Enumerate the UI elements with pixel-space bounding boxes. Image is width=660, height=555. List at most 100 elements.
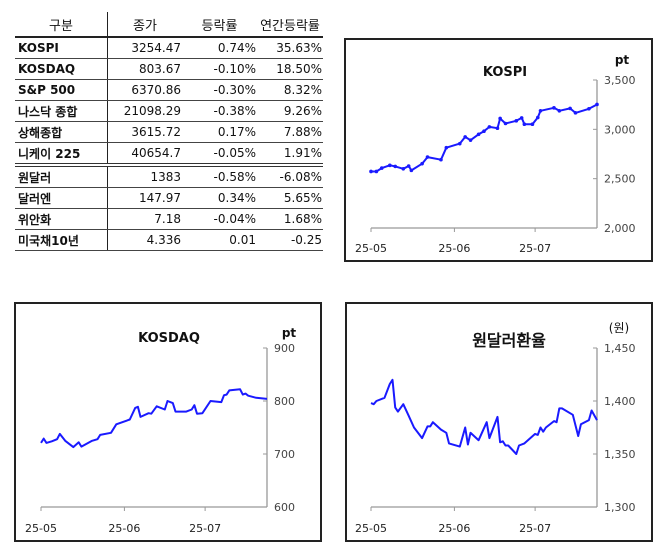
data-point: [498, 116, 502, 121]
row-ytd-change: 7.88%: [257, 121, 323, 143]
row-ytd-change: -0.25: [257, 229, 323, 251]
table-row: 상해종합 3615.72 0.17% 7.88%: [15, 121, 323, 143]
table-row: S&P 500 6370.86 -0.30% 8.32%: [15, 79, 323, 101]
data-point: [557, 108, 562, 113]
row-name: 위안화: [15, 208, 108, 230]
y-tick-label: 1,400: [604, 395, 636, 408]
table-header-row: 구분 종가 등락률 연간등락률: [15, 12, 323, 38]
data-point: [425, 155, 430, 159]
row-change: 0.17%: [182, 121, 257, 143]
data-point: [457, 141, 462, 146]
y-tick-label: 2,500: [604, 173, 636, 186]
header-ytd-change: 연간등락률: [257, 12, 323, 38]
data-point: [552, 106, 556, 110]
row-name: 니케이 225: [15, 142, 108, 167]
x-tick-label: 25-07: [519, 522, 551, 535]
data-point: [587, 107, 591, 111]
kospi-chart: KOSPI pt 2,000 2,500 3,000 3,500 25-05 25-06 25-…: [344, 38, 653, 262]
row-change: -0.58%: [182, 165, 257, 188]
data-point: [420, 161, 424, 166]
x-tick-label: 25-06: [438, 242, 470, 255]
row-name: KOSPI: [15, 37, 108, 59]
series-line: [371, 103, 598, 173]
data-point: [514, 119, 519, 123]
row-name: 나스닥 종합: [15, 100, 108, 122]
data-point: [369, 169, 373, 174]
table-row: 원달러 1383 -0.58% -6.08%: [15, 165, 323, 188]
chart-title: 원달러환율: [472, 331, 546, 350]
y-tick-label: 600: [274, 501, 295, 514]
data-point: [409, 168, 414, 173]
row-name: 상해종합: [15, 121, 108, 143]
data-point: [538, 108, 543, 113]
table-row: 위안화 7.18 -0.04% 1.68%: [15, 208, 323, 230]
data-point: [468, 138, 473, 142]
x-tick-label: 25-05: [355, 522, 387, 535]
unit-label: (원): [609, 321, 629, 335]
row-name: S&P 500: [15, 79, 108, 101]
table-row: KOSDAQ 803.67 -0.10% 18.50%: [15, 58, 323, 80]
unit-label: pt: [615, 53, 630, 67]
y-tick-label: 1,300: [604, 501, 636, 514]
row-change: 0.34%: [182, 187, 257, 209]
y-tick-label: 1,350: [604, 448, 636, 461]
row-close: 7.18: [107, 208, 182, 230]
row-close: 3615.72: [107, 121, 182, 143]
x-tick-label: 25-06: [438, 522, 470, 535]
row-change: -0.04%: [182, 208, 257, 230]
data-point: [406, 164, 411, 168]
data-point: [530, 122, 535, 127]
data-point: [536, 115, 540, 120]
row-change: -0.10%: [182, 58, 257, 80]
header-change: 등락률: [182, 12, 257, 38]
y-tick-label: 700: [274, 448, 295, 461]
table-row: 미국채10년 4.336 0.01 -0.25: [15, 229, 323, 251]
row-ytd-change: 5.65%: [257, 187, 323, 209]
data-point: [401, 167, 406, 171]
data-point: [482, 129, 486, 134]
row-change: 0.01: [182, 229, 257, 251]
row-close: 3254.47: [107, 37, 182, 59]
row-change: -0.38%: [182, 100, 257, 122]
row-name: 원달러: [15, 165, 108, 188]
data-point: [495, 126, 500, 131]
data-point: [463, 135, 467, 139]
data-point: [503, 121, 508, 126]
y-tick-label: 3,500: [604, 74, 636, 87]
data-point: [522, 122, 527, 127]
row-change: -0.05%: [182, 142, 257, 167]
market-summary-table: 구분 종가 등락률 연간등락률 KOSPI 3254.47 0.74% 35.63% K…: [15, 12, 323, 251]
row-ytd-change: 1.91%: [257, 142, 323, 167]
x-tick-label: 25-05: [25, 522, 57, 535]
table-row: KOSPI 3254.47 0.74% 35.63%: [15, 37, 323, 59]
y-tick-label: 2,000: [604, 222, 636, 235]
row-ytd-change: 35.63%: [257, 37, 323, 59]
usdkrw-chart: 원달러환율 (원) 1,300 1,350 1,400 1,450 25-05 25-06 25…: [345, 302, 653, 542]
x-tick-label: 25-05: [355, 242, 387, 255]
data-point: [393, 164, 398, 169]
x-tick-label: 25-06: [108, 522, 140, 535]
row-close: 1383: [107, 165, 182, 188]
table-row: 니케이 225 40654.7 -0.05% 1.91%: [15, 142, 323, 167]
row-close: 147.97: [107, 187, 182, 209]
row-ytd-change: 9.26%: [257, 100, 323, 122]
y-tick-label: 3,000: [604, 123, 636, 136]
chart-title: KOSDAQ: [138, 331, 200, 346]
row-ytd-change: 8.32%: [257, 79, 323, 101]
x-tick-label: 25-07: [189, 522, 221, 535]
table-row: 나스닥 종합 21098.29 -0.38% 9.26%: [15, 100, 323, 122]
row-change: -0.30%: [182, 79, 257, 101]
row-ytd-change: 1.68%: [257, 208, 323, 230]
y-tick-label: 1,450: [604, 342, 636, 355]
series-line: [40, 388, 268, 449]
row-close: 6370.86: [107, 79, 182, 101]
data-point: [519, 116, 524, 120]
row-close: 21098.29: [107, 100, 182, 122]
row-close: 40654.7: [107, 142, 182, 167]
y-tick-label: 900: [274, 342, 295, 355]
data-point: [379, 166, 384, 170]
row-name: 미국채10년: [15, 229, 108, 251]
data-point: [568, 106, 572, 111]
series-line: [370, 378, 598, 455]
chart-title: KOSPI: [483, 65, 527, 80]
